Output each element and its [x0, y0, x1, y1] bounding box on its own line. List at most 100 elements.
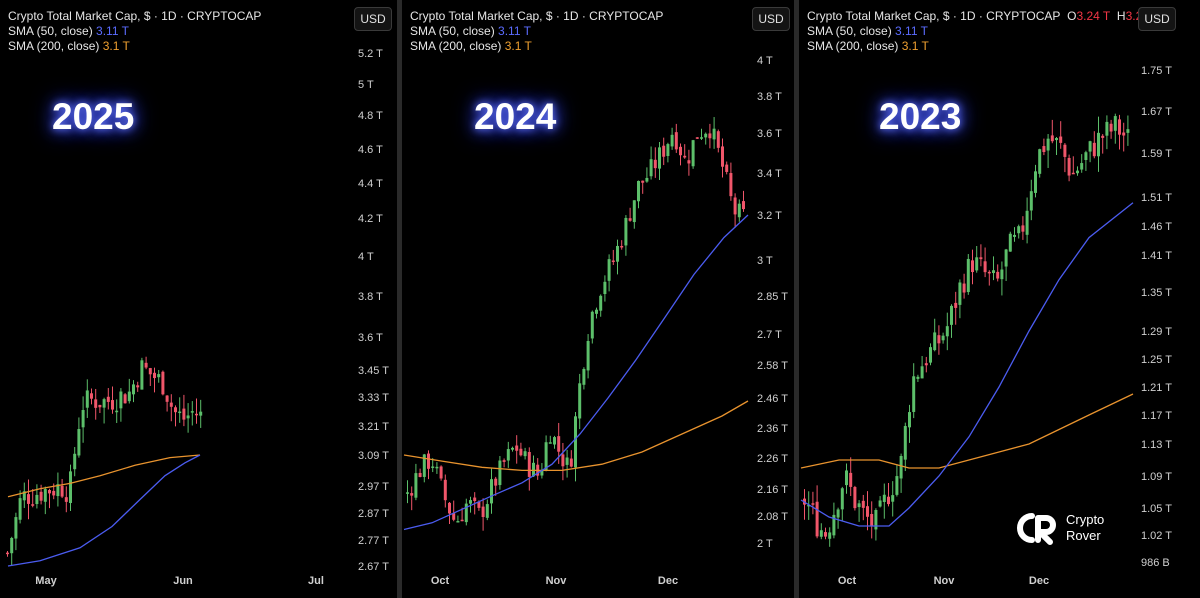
ohlc-h-label: H [1116, 9, 1126, 23]
sma200-value: 3.1 T [901, 39, 929, 53]
candle-body [708, 133, 712, 139]
candle-body [111, 400, 114, 410]
currency-button[interactable]: USD [752, 7, 790, 31]
sma50-value: 3.11 T [895, 24, 928, 38]
y-tick-label: 3.2 T [757, 210, 782, 222]
candle-body [456, 521, 460, 523]
candle-body [887, 496, 890, 505]
currency-button[interactable]: USD [354, 7, 392, 31]
y-tick-label: 1.59 T [1141, 148, 1172, 160]
candle-body [641, 180, 645, 183]
y-tick-label: 2 T [757, 538, 773, 550]
candle-body [561, 454, 565, 467]
candle-body [954, 302, 958, 308]
candle-body [599, 295, 603, 311]
currency-button[interactable]: USD [1138, 7, 1176, 31]
candle-body [958, 282, 962, 305]
candle-body [1080, 163, 1084, 170]
candle-body [582, 368, 586, 385]
candle-body [950, 305, 953, 325]
candle-body [527, 452, 531, 477]
candle-body [1042, 146, 1046, 153]
y-tick-label: 3.09 T [358, 450, 389, 462]
y-tick-label: 2.16 T [757, 484, 788, 496]
candle-body [811, 503, 815, 505]
candle-body [586, 341, 590, 371]
x-tick-label: Oct [431, 575, 450, 587]
candle-body [987, 271, 991, 274]
candle-body [39, 491, 43, 501]
candle-body [469, 500, 472, 504]
candle-body [1017, 226, 1021, 234]
sma200-value: 3.1 T [504, 39, 532, 53]
candle-body [683, 155, 687, 158]
candle-body [190, 411, 194, 413]
candle-body [725, 164, 729, 172]
candle-body [1000, 269, 1004, 280]
y-tick-label: 3 T [757, 255, 773, 267]
candle-body [695, 137, 699, 139]
y-tick-label: 1.29 T [1141, 326, 1172, 338]
candle-body [1059, 136, 1063, 143]
candle-body [824, 532, 827, 537]
y-tick-label: 2.08 T [757, 511, 788, 523]
candle-body [662, 145, 666, 157]
y-tick-label: 2.97 T [358, 481, 389, 493]
x-tick-label: Oct [838, 575, 857, 587]
candle-body [645, 177, 649, 182]
chart-title: Crypto Total Market Cap, $ · 1D · CRYPTO… [807, 9, 1061, 23]
candle-body [477, 501, 481, 508]
candle-body [60, 485, 64, 497]
candle-body [1126, 129, 1130, 133]
candle-body [31, 504, 35, 506]
candle-body [616, 245, 619, 262]
candle-body [77, 429, 81, 456]
candle-body [148, 368, 152, 375]
candle-body [1118, 119, 1121, 135]
y-tick-label: 1.21 T [1141, 382, 1172, 394]
y-tick-label: 3.6 T [358, 332, 383, 344]
sma50-line [800, 202, 1134, 527]
candle-body [485, 504, 489, 518]
sma200-label: SMA (200, close) [410, 39, 502, 53]
chart-svg-2025: 5.2 T 5 T 4.8 T 4.6 T 4.4 T 4.2 T 4 T 3.8 T 3.6 … [6, 48, 389, 587]
y-tick-label: 1.67 T [1141, 106, 1172, 118]
y-tick-label: 3.4 T [757, 168, 782, 180]
candle-body [603, 281, 607, 295]
candle-body [1063, 144, 1067, 157]
candle-body [565, 457, 569, 465]
candle-body [1076, 170, 1079, 174]
chart-title-row: Crypto Total Market Cap, $ · 1D · CRYPTO… [807, 9, 1159, 24]
candle-body [595, 309, 598, 314]
candle-body [721, 146, 724, 167]
candle-body [35, 494, 39, 504]
candle-body [140, 360, 144, 390]
candle-body [674, 132, 678, 150]
sma50-line [403, 214, 749, 531]
candle-body [519, 448, 523, 456]
chart-panel-2023: 1.75 T 1.67 T 1.59 T 1.51 T 1.46 T 1.41 T 1.35… [799, 0, 1200, 598]
sma200-legend: SMA (200, close) 3.1 T [410, 39, 663, 54]
candle-body [729, 173, 733, 197]
candle-body [996, 271, 1000, 279]
candle-body [1067, 157, 1071, 176]
candle-body [448, 502, 451, 514]
candle-body [1013, 234, 1016, 237]
y-tick-label: 1.46 T [1141, 221, 1172, 233]
candle-body [178, 411, 182, 414]
candle-body [460, 519, 464, 522]
candle-body [132, 384, 135, 395]
candle-body [845, 470, 848, 486]
brand-watermark: Crypto Rover [1016, 510, 1126, 546]
y-tick-label: 1.05 T [1141, 503, 1172, 515]
candle-body [1084, 152, 1088, 160]
y-tick-label: 2.85 T [757, 291, 788, 303]
sma50-legend: SMA (50, close) 3.11 T [410, 24, 663, 39]
candle-body [962, 283, 966, 293]
candle-body [422, 454, 426, 477]
y-tick-label: 3.21 T [358, 421, 389, 433]
candle-body [945, 326, 949, 337]
chart-title: Crypto Total Market Cap, $ · 1D · CRYPTO… [8, 9, 262, 23]
candle-body [912, 376, 916, 412]
candle-body [691, 140, 695, 167]
